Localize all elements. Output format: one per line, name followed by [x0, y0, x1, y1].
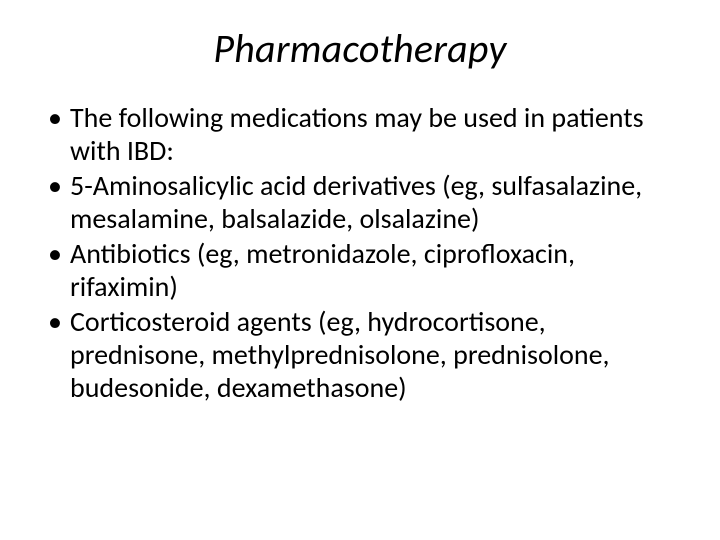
list-item: The following medications may be used in…: [42, 101, 678, 167]
list-item: 5-Aminosalicylic acid derivatives (eg, s…: [42, 169, 678, 235]
list-item: Corticosteroid agents (eg, hydrocortison…: [42, 305, 678, 404]
list-item: Antibiotics (eg, metronidazole, ciproflo…: [42, 237, 678, 303]
bullet-list: The following medications may be used in…: [42, 101, 678, 404]
slide-title: Pharmacotherapy: [42, 24, 678, 73]
slide: Pharmacotherapy The following medication…: [0, 0, 720, 540]
